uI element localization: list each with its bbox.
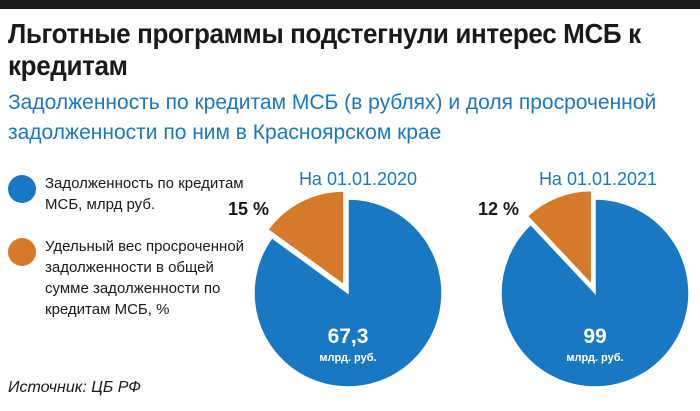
pie-slice-overdue xyxy=(266,190,345,287)
pie-center-value: 99 xyxy=(583,325,606,348)
legend-swatch-debt xyxy=(8,175,36,203)
pie-title: На 01.01.2021 xyxy=(539,169,657,189)
pie-slice-debt xyxy=(500,198,690,388)
pie-percent-label: 15 % xyxy=(228,199,269,219)
pie-center-value: 67,3 xyxy=(328,325,369,348)
top-rule xyxy=(0,0,700,9)
pie-center-unit: млрд. руб. xyxy=(566,352,623,364)
pie-center-unit: млрд. руб. xyxy=(319,352,376,364)
source-note: Источник: ЦБ РФ xyxy=(8,379,141,396)
legend-label-debt: Задолженность по кредитам МСБ, млрд руб. xyxy=(45,175,244,213)
pie-slice-debt xyxy=(253,198,443,388)
chart-title: Льготные программы подстегнули интерес М… xyxy=(8,18,641,81)
pie-percent-label: 12 % xyxy=(478,199,519,219)
pie-slice-overdue xyxy=(526,189,593,287)
chart-subtitle: Задолженность по кредитам МСБ (в рублях)… xyxy=(8,91,657,144)
pie-title: На 01.01.2020 xyxy=(299,169,417,189)
legend-swatch-overdue xyxy=(8,238,36,266)
legend-label-overdue: Удельный вес просроченной задолженности … xyxy=(45,238,245,318)
